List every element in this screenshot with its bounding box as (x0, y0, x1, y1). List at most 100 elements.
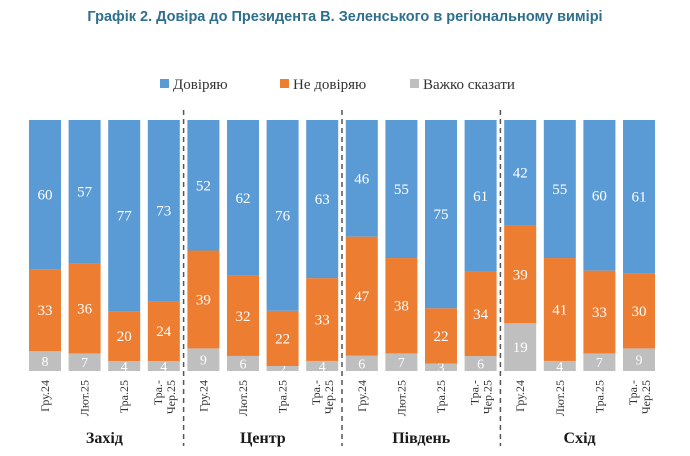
bar-segment-важко-сказати-7 (266, 365, 299, 371)
bar-segment-довіряю-9 (345, 120, 378, 237)
data-label-важко-сказати-12: 6 (477, 358, 484, 373)
bar-segment-важко-сказати-6 (227, 355, 259, 371)
bar-segment-не-довіряю-5 (187, 250, 220, 349)
bar-segment-довіряю-15 (583, 120, 616, 271)
category-label-line2: Чер.25 (481, 380, 495, 414)
data-label-не-довіряю-4: 24 (156, 324, 172, 340)
bar-segment-довіряю-3 (108, 120, 141, 312)
bar-segment-не-довіряю-3 (108, 311, 141, 362)
bar-segment-не-довіряю-16 (623, 273, 655, 349)
legend-label: Не довіряю (293, 77, 366, 93)
bar-segment-не-довіряю-10 (385, 258, 418, 354)
category-label-4: Тра.- Чер.25 (151, 380, 178, 414)
category-label-line2: Чер.25 (639, 380, 653, 414)
data-label-важко-сказати-16: 9 (636, 354, 643, 369)
category-label-12: Тра.- Чер.25 (468, 380, 495, 414)
data-label-довіряю-11: 75 (434, 207, 449, 223)
data-label-не-довіряю-7: 22 (275, 331, 290, 347)
data-label-не-довіряю-6: 32 (236, 309, 251, 325)
data-label-важко-сказати-7: 2 (279, 362, 286, 377)
bar-segment-довіряю-2 (68, 120, 101, 264)
bar-segment-важко-сказати-3 (108, 361, 141, 371)
category-label-10: Лют.25 (394, 380, 408, 416)
data-label-важко-сказати-5: 9 (200, 354, 207, 369)
legend-swatch (410, 79, 419, 88)
bar-segment-довіряю-11 (425, 120, 457, 309)
legend: Довіряю Не довіряю Важко сказати (160, 77, 515, 93)
bar-segment-довіряю-13 (504, 120, 537, 226)
bar-column-1: 8 33 60 (29, 120, 61, 371)
data-label-довіряю-14: 55 (552, 182, 567, 198)
bar-column-11: 3 22 75 (425, 120, 457, 376)
bar-segment-довіряю-12 (464, 120, 497, 272)
category-label-text: Лют.25 (394, 380, 408, 416)
data-label-довіряю-3: 77 (117, 209, 133, 225)
bar-segment-довіряю-8 (306, 120, 339, 279)
data-label-важко-сказати-4: 4 (160, 360, 167, 375)
bar-segment-не-довіряю-15 (583, 270, 616, 354)
bar-segment-важко-сказати-8 (306, 360, 339, 371)
category-label-5: Гру.24 (196, 380, 210, 412)
category-label-text: Тра.25 (434, 380, 448, 413)
bar-segment-важко-сказати-4 (147, 361, 180, 371)
bar-segment-довіряю-1 (29, 120, 61, 270)
region-label-2: Центр (240, 430, 286, 447)
bar-segment-не-довіряю-1 (29, 269, 61, 352)
data-label-не-довіряю-8: 33 (315, 313, 330, 329)
chart-title: Графік 2. Довіра до Президента В. Зеленс… (87, 9, 603, 25)
category-label-line2: Чер.25 (164, 380, 178, 414)
bar-segment-важко-сказати-9 (345, 355, 378, 371)
data-label-довіряю-7: 76 (275, 208, 291, 224)
data-label-не-довіряю-5: 39 (196, 292, 211, 308)
category-label-text: Тра.25 (117, 380, 131, 413)
category-label-7: Тра.25 (276, 380, 290, 413)
data-label-не-довіряю-10: 38 (394, 299, 409, 315)
data-label-важко-сказати-6: 6 (240, 357, 247, 372)
data-label-довіряю-6: 62 (236, 191, 251, 207)
bar-segment-важко-сказати-10 (385, 353, 418, 371)
bar-column-12: 6 34 61 (464, 120, 497, 373)
data-label-важко-сказати-3: 4 (121, 360, 128, 375)
category-label-14: Лют.25 (553, 380, 567, 416)
bar-segment-довіряю-6 (227, 120, 259, 276)
bar-column-16: 9 30 61 (623, 120, 655, 371)
data-label-не-довіряю-2: 36 (77, 301, 93, 317)
data-label-довіряю-5: 52 (196, 178, 211, 194)
category-labels: Гру.24 Лют.25 Тра.25 Тра.- Чер.25 Гру.24 Лют.2… (38, 380, 653, 416)
data-label-довіряю-2: 57 (77, 185, 93, 201)
legend-item-важко-сказати: Важко сказати (410, 77, 515, 93)
bar-segment-важко-сказати-16 (623, 348, 655, 371)
bar-column-4: 4 24 73 (147, 120, 180, 375)
data-label-важко-сказати-1: 8 (42, 355, 49, 370)
data-label-довіряю-16: 61 (632, 190, 647, 206)
data-label-не-довіряю-12: 34 (473, 307, 489, 323)
bar-segment-важко-сказати-12 (464, 356, 497, 371)
bar-segment-важко-сказати-11 (425, 363, 457, 371)
data-label-не-довіряю-3: 20 (117, 329, 132, 345)
data-label-важко-сказати-15: 7 (596, 356, 603, 371)
category-label-13: Гру.24 (513, 380, 527, 412)
category-label-text: Гру.24 (38, 380, 52, 412)
data-label-не-довіряю-15: 33 (592, 305, 607, 321)
bar-segment-не-довіряю-12 (464, 271, 497, 357)
category-label-2: Лют.25 (78, 380, 92, 416)
category-label-11: Тра.25 (434, 380, 448, 413)
data-label-довіряю-4: 73 (156, 204, 171, 220)
bar-segment-довіряю-16 (623, 120, 655, 274)
data-label-довіряю-10: 55 (394, 182, 409, 198)
bar-segment-важко-сказати-14 (543, 360, 576, 371)
data-label-важко-сказати-9: 6 (358, 357, 365, 372)
data-label-важко-сказати-14: 4 (556, 360, 563, 375)
category-label-1: Гру.24 (38, 380, 52, 412)
data-label-довіряю-1: 60 (38, 188, 53, 204)
category-label-text: Гру.24 (355, 380, 369, 412)
bar-segment-не-довіряю-2 (68, 263, 101, 354)
region-labels: Захід Центр Південь Схід (86, 430, 596, 447)
bar-segment-довіряю-7 (266, 120, 299, 311)
bar-column-15: 7 33 60 (583, 120, 616, 371)
category-label-text: Гру.24 (513, 380, 527, 412)
bar-segment-не-довіряю-14 (543, 258, 576, 361)
bar-segment-довіряю-14 (543, 120, 576, 259)
data-label-довіряю-15: 60 (592, 188, 607, 204)
